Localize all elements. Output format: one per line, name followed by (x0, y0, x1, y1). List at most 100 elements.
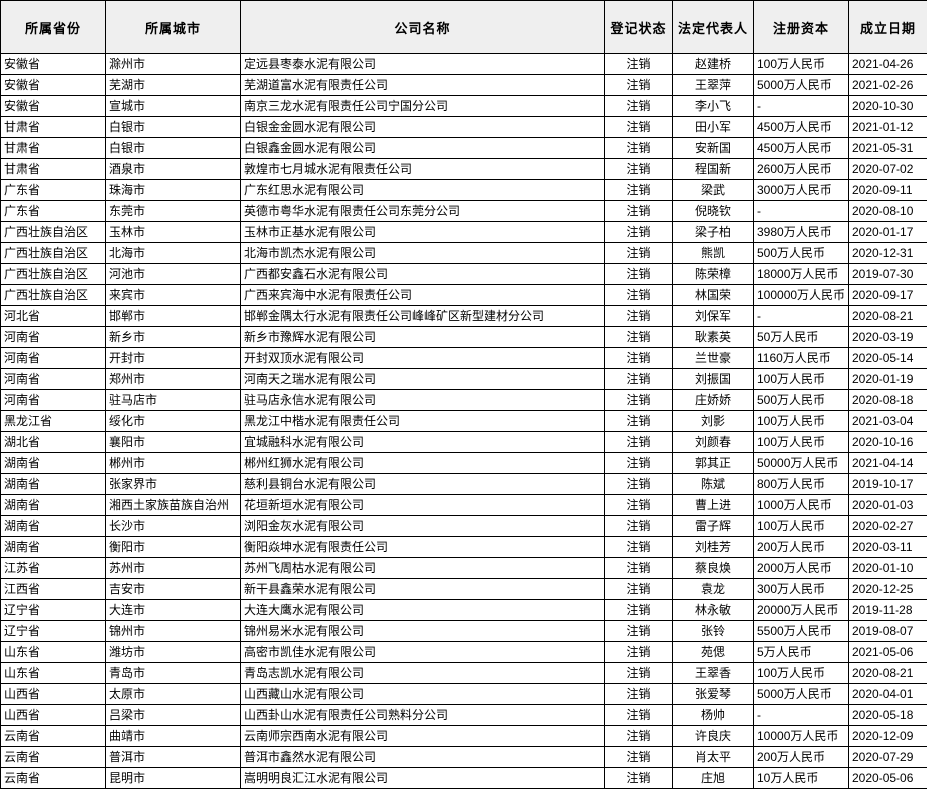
cell-status: 注销 (604, 179, 673, 201)
cell-province: 广西壮族自治区 (0, 242, 106, 264)
cell-founded: 2020-12-09 (848, 725, 927, 747)
cell-province: 甘肃省 (0, 137, 106, 159)
cell-company: 开封双顶水泥有限公司 (240, 347, 605, 369)
cell-status: 注销 (604, 95, 673, 117)
cell-legal_rep: 郭其正 (672, 452, 754, 474)
table-row: 云南省 曲靖市 云南师宗西南水泥有限公司 注销 许良庆 10000万人民币 2020-12-… (0, 725, 927, 747)
table-row: 山西省 太原市 山西藏山水泥有限公司 注销 张爱琴 5000万人民币 2020-04-01 (0, 683, 927, 705)
cell-company: 青岛志凯水泥有限公司 (240, 662, 605, 684)
cell-legal_rep: 苑偲 (672, 641, 754, 663)
cell-city: 河池市 (105, 263, 241, 285)
cell-city: 白银市 (105, 137, 241, 159)
cell-capital: 2600万人民币 (753, 158, 849, 180)
cell-status: 注销 (604, 683, 673, 705)
cell-city: 襄阳市 (105, 431, 241, 453)
table-row: 广东省 珠海市 广东红思水泥有限公司 注销 梁武 3000万人民币 2020-09-11 (0, 179, 927, 201)
table-header-row: 所属省份 所属城市 公司名称 登记状态 法定代表人 注册资本 成立日期 (0, 0, 927, 54)
cell-founded: 2020-09-17 (848, 284, 927, 306)
cell-capital: 100万人民币 (753, 410, 849, 432)
cell-province: 河南省 (0, 347, 106, 369)
cell-company: 浏阳金灰水泥有限公司 (240, 515, 605, 537)
cell-legal_rep: 田小军 (672, 116, 754, 138)
cell-company: 嵩明明良汇江水泥有限公司 (240, 767, 605, 789)
table-row: 湖南省 张家界市 慈利县铜台水泥有限公司 注销 陈斌 800万人民币 2019-10-17 (0, 473, 927, 495)
cell-company: 广西来宾海中水泥有限责任公司 (240, 284, 605, 306)
cell-capital: 100万人民币 (753, 53, 849, 75)
cell-capital: 50000万人民币 (753, 452, 849, 474)
cell-status: 注销 (604, 494, 673, 516)
cell-legal_rep: 许良庆 (672, 725, 754, 747)
cell-legal_rep: 曹上进 (672, 494, 754, 516)
cell-status: 注销 (604, 536, 673, 558)
cell-status: 注销 (604, 746, 673, 768)
cell-city: 吉安市 (105, 578, 241, 600)
cell-company: 玉林市正基水泥有限公司 (240, 221, 605, 243)
cell-legal_rep: 林国荣 (672, 284, 754, 306)
cell-company: 邯郸金隅太行水泥有限责任公司峰峰矿区新型建材分公司 (240, 305, 605, 327)
cell-founded: 2020-05-14 (848, 347, 927, 369)
cell-status: 注销 (604, 158, 673, 180)
cell-capital: 300万人民币 (753, 578, 849, 600)
cell-province: 湖南省 (0, 473, 106, 495)
cell-legal_rep: 袁龙 (672, 578, 754, 600)
cell-city: 芜湖市 (105, 74, 241, 96)
table-header: 所属省份 所属城市 公司名称 登记状态 法定代表人 注册资本 成立日期 (0, 0, 927, 54)
table-row: 甘肃省 白银市 白银鑫金圆水泥有限公司 注销 安新国 4500万人民币 2021-05-31 (0, 137, 927, 159)
cell-city: 郑州市 (105, 368, 241, 390)
table-row: 云南省 昆明市 嵩明明良汇江水泥有限公司 注销 庄旭 10万人民币 2020-05-06 (0, 767, 927, 789)
cell-founded: 2020-01-19 (848, 368, 927, 390)
cell-city: 邯郸市 (105, 305, 241, 327)
cell-company: 慈利县铜台水泥有限公司 (240, 473, 605, 495)
cell-company: 英德市粤华水泥有限责任公司东莞分公司 (240, 200, 605, 222)
cell-province: 河南省 (0, 389, 106, 411)
cell-founded: 2020-03-19 (848, 326, 927, 348)
column-header-city: 所属城市 (105, 0, 241, 54)
cell-founded: 2021-04-14 (848, 452, 927, 474)
cell-province: 广西壮族自治区 (0, 221, 106, 243)
cell-city: 张家界市 (105, 473, 241, 495)
cell-founded: 2020-03-11 (848, 536, 927, 558)
cell-founded: 2020-08-21 (848, 662, 927, 684)
cell-founded: 2020-05-06 (848, 767, 927, 789)
cell-province: 辽宁省 (0, 599, 106, 621)
cell-status: 注销 (604, 725, 673, 747)
cell-company: 广西都安鑫石水泥有限公司 (240, 263, 605, 285)
cell-city: 潍坊市 (105, 641, 241, 663)
cell-province: 广东省 (0, 179, 106, 201)
cell-city: 东莞市 (105, 200, 241, 222)
cell-status: 注销 (604, 389, 673, 411)
cell-legal_rep: 陈斌 (672, 473, 754, 495)
cell-status: 注销 (604, 137, 673, 159)
cell-legal_rep: 林永敏 (672, 599, 754, 621)
cell-city: 曲靖市 (105, 725, 241, 747)
cell-company: 定远县枣泰水泥有限公司 (240, 53, 605, 75)
cell-status: 注销 (604, 200, 673, 222)
cell-status: 注销 (604, 74, 673, 96)
cell-legal_rep: 刘颜春 (672, 431, 754, 453)
table-row: 山东省 青岛市 青岛志凯水泥有限公司 注销 王翠香 100万人民币 2020-08-21 (0, 662, 927, 684)
column-header-company: 公司名称 (240, 0, 605, 54)
cell-legal_rep: 刘保军 (672, 305, 754, 327)
cell-province: 山东省 (0, 641, 106, 663)
cell-capital: 200万人民币 (753, 746, 849, 768)
cell-founded: 2021-02-26 (848, 74, 927, 96)
cell-founded: 2020-07-02 (848, 158, 927, 180)
table-row: 山东省 潍坊市 高密市凯佳水泥有限公司 注销 苑偲 5万人民币 2021-05-06 (0, 641, 927, 663)
cell-founded: 2020-04-01 (848, 683, 927, 705)
cell-city: 滁州市 (105, 53, 241, 75)
cell-capital: 100万人民币 (753, 662, 849, 684)
table-row: 湖南省 郴州市 郴州红狮水泥有限公司 注销 郭其正 50000万人民币 2021-04-14 (0, 452, 927, 474)
cell-founded: 2020-10-30 (848, 95, 927, 117)
cell-city: 大连市 (105, 599, 241, 621)
table-row: 河南省 郑州市 河南天之瑞水泥有限公司 注销 刘振国 100万人民币 2020-01-19 (0, 368, 927, 390)
cell-founded: 2020-08-18 (848, 389, 927, 411)
cell-founded: 2020-12-31 (848, 242, 927, 264)
table-row: 云南省 普洱市 普洱市鑫然水泥有限公司 注销 肖太平 200万人民币 2020-07-29 (0, 746, 927, 768)
table-row: 辽宁省 大连市 大连大鹰水泥有限公司 注销 林永敏 20000万人民币 2019-11-28 (0, 599, 927, 621)
cell-province: 甘肃省 (0, 158, 106, 180)
table-row: 广西壮族自治区 玉林市 玉林市正基水泥有限公司 注销 梁子柏 3980万人民币 2020-0… (0, 221, 927, 243)
cell-capital: 5000万人民币 (753, 74, 849, 96)
column-header-legal-rep: 法定代表人 (672, 0, 754, 54)
table-row: 河南省 开封市 开封双顶水泥有限公司 注销 兰世豪 1160万人民币 2020-05-14 (0, 347, 927, 369)
cell-status: 注销 (604, 515, 673, 537)
